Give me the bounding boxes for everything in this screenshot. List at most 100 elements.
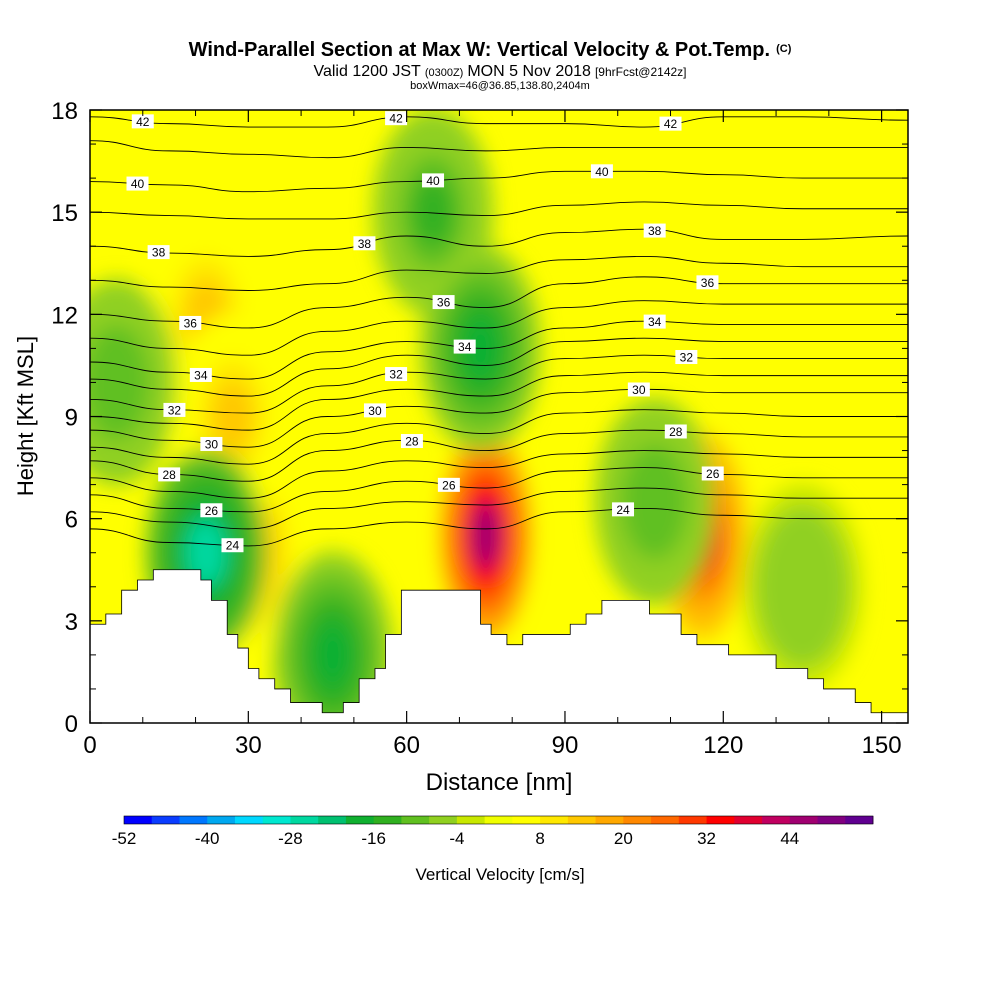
- x-tick-label: 150: [862, 732, 902, 759]
- theta-contour-label: 42: [659, 116, 682, 131]
- label-text: 36: [701, 276, 715, 290]
- theta-contour-label: 40: [126, 176, 149, 191]
- theta-contour-label: 24: [612, 502, 635, 517]
- x-tick-label: 90: [552, 732, 579, 759]
- theta-contour-label: 38: [353, 236, 376, 251]
- label-bg: [158, 467, 181, 482]
- colorbar-swatch: [456, 816, 486, 824]
- theta-line: [90, 467, 908, 513]
- colorbar-tick-label: -16: [361, 829, 386, 848]
- w-cell: [634, 466, 675, 537]
- label-text: 40: [595, 165, 609, 179]
- label-bg: [200, 436, 223, 451]
- label-bg: [147, 245, 170, 260]
- colorbar-swatch: [540, 816, 569, 824]
- label-text: 40: [131, 177, 145, 191]
- theta-line: [90, 300, 908, 356]
- theta-contour-label: 36: [432, 295, 455, 310]
- theta-line: [90, 337, 908, 397]
- theta-line: [90, 354, 908, 414]
- theta-line: [90, 388, 908, 448]
- colorbar-swatch: [429, 816, 458, 824]
- theta-contour-label: 30: [363, 403, 386, 418]
- label-text: 38: [358, 237, 372, 251]
- label-bg: [664, 424, 687, 439]
- label-bg: [643, 223, 666, 238]
- theta-contours: [90, 116, 908, 547]
- colorbar-swatch: [179, 816, 208, 824]
- theta-contour-label: 32: [163, 402, 186, 417]
- colorbar-swatch: [373, 816, 402, 824]
- label-text: 34: [194, 368, 208, 382]
- y-tick-label: 9: [65, 405, 78, 432]
- colorbar-swatch: [318, 816, 347, 824]
- label-text: 28: [162, 468, 176, 482]
- theta-contour-label: 26: [437, 477, 460, 492]
- theta-contour-label: 42: [385, 111, 408, 126]
- label-bg: [179, 315, 202, 330]
- theta-line: [90, 450, 908, 499]
- theta-line: [90, 320, 908, 380]
- label-bg: [353, 236, 376, 251]
- y-tick-label: 6: [65, 507, 78, 534]
- y-axis-label: Height [Kft MSL]: [13, 336, 38, 496]
- heat-blobs: [90, 110, 863, 723]
- label-text: 34: [458, 340, 472, 354]
- theta-line: [90, 116, 908, 128]
- y-tick-label: 12: [51, 302, 78, 329]
- label-text: 28: [669, 425, 683, 439]
- terrain-layer: [90, 569, 908, 723]
- label-text: 32: [680, 351, 694, 365]
- label-bg: [126, 176, 149, 191]
- label-text: 40: [426, 174, 440, 188]
- theta-contour-label: 26: [200, 503, 223, 518]
- label-text: 32: [389, 368, 403, 382]
- colorbar-swatch: [734, 816, 763, 824]
- theta-contour-label: 42: [131, 114, 154, 129]
- heatmap-layer: [90, 110, 908, 723]
- y-tick-label: 3: [65, 609, 78, 636]
- theta-line: [90, 228, 908, 257]
- terrain: [90, 569, 908, 723]
- theta-contour-label: 36: [179, 315, 202, 330]
- theta-contour-label: 40: [422, 173, 445, 188]
- theta-contour-label: 36: [696, 275, 719, 290]
- colorbar-swatch: [651, 816, 680, 824]
- colorbar-swatch: [706, 816, 735, 824]
- w-cell: [212, 381, 253, 452]
- colorbar-swatch: [512, 816, 541, 824]
- label-bg: [643, 314, 666, 329]
- theta-line: [90, 140, 908, 159]
- colorbar-tick-label: 32: [697, 829, 716, 848]
- label-text: 42: [389, 112, 403, 126]
- x-tick-label: 60: [393, 732, 420, 759]
- x-tick-label: 30: [235, 732, 262, 759]
- colorbar-swatch: [567, 816, 596, 824]
- theta-contour-label: 26: [701, 466, 724, 481]
- theta-contour-label: 24: [221, 538, 244, 553]
- label-text: 34: [648, 315, 662, 329]
- theta-contour-label: 30: [627, 382, 650, 397]
- theta-contour-label: 34: [189, 367, 212, 382]
- theta-line: [90, 255, 908, 291]
- label-bg: [453, 339, 476, 354]
- colorbar: -52 -40 -28 -16 -4 8 20 32 44: [112, 815, 874, 848]
- label-text: 32: [168, 403, 182, 417]
- colorbar-swatch: [124, 816, 153, 824]
- theta-line: [90, 429, 908, 482]
- chart-title: Wind-Parallel Section at Max W: Vertical…: [189, 39, 792, 61]
- label-bg: [432, 295, 455, 310]
- label-bg: [422, 173, 445, 188]
- label-text: 36: [437, 296, 451, 310]
- label-bg: [627, 382, 650, 397]
- colorbar-swatch: [623, 816, 652, 824]
- y-tick-label: 15: [51, 200, 78, 227]
- colorbar-tick-label: -4: [449, 829, 464, 848]
- label-bg: [131, 114, 154, 129]
- theta-contour-label: 28: [664, 424, 687, 439]
- label-bg: [189, 367, 212, 382]
- theta-contour-label: 32: [675, 350, 698, 365]
- label-bg: [612, 502, 635, 517]
